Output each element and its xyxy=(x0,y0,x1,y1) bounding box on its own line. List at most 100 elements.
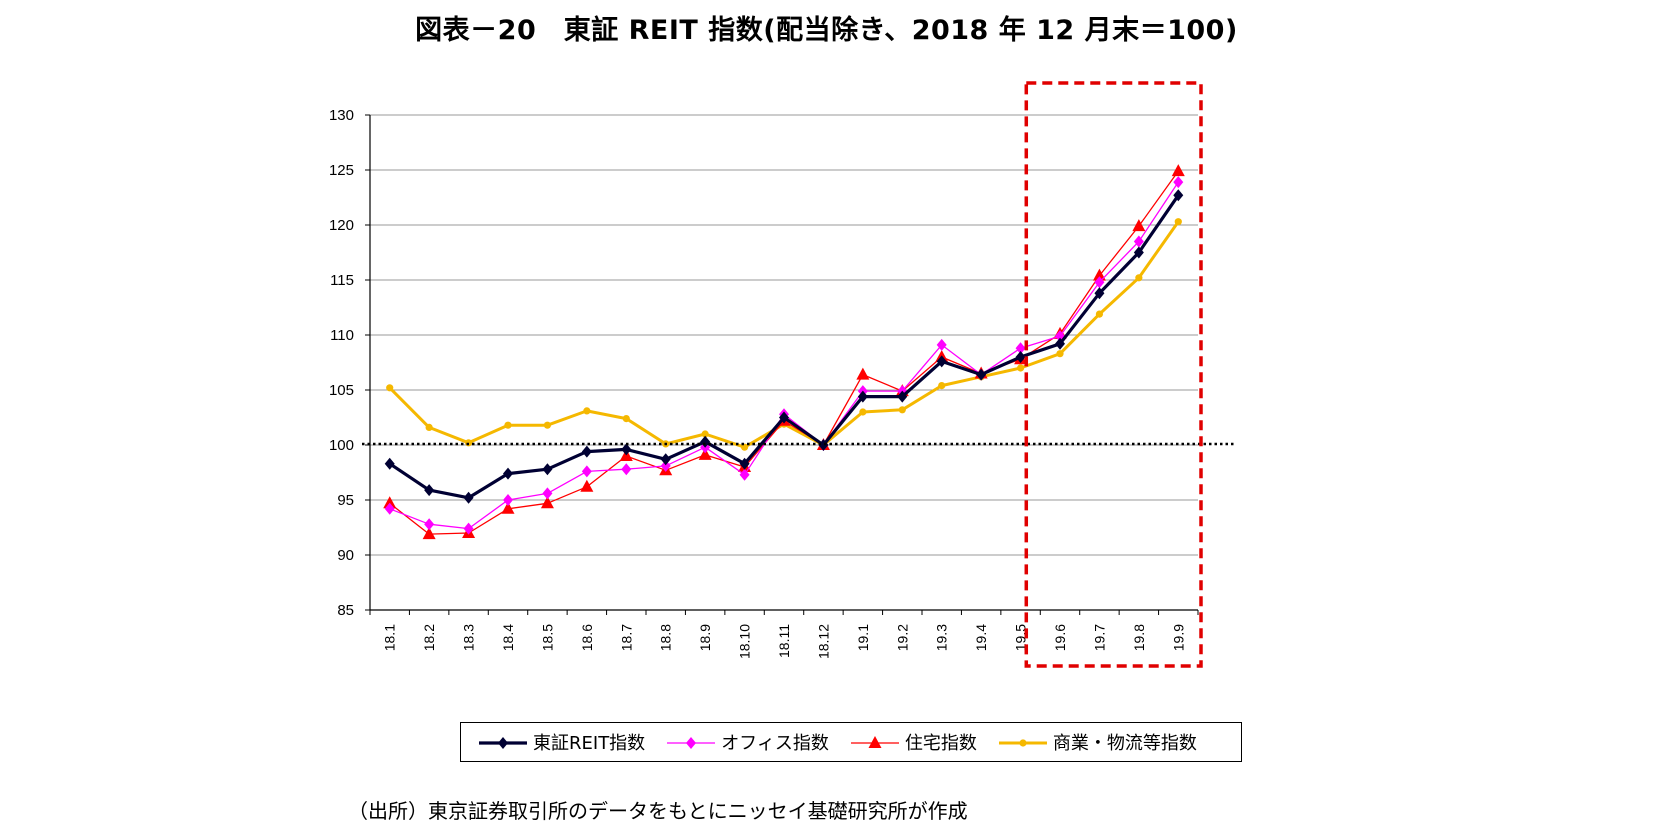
point-commercial-18.9 xyxy=(701,430,709,438)
point-reit-19.4 xyxy=(976,368,987,381)
y-tick-label-115: 115 xyxy=(330,272,354,289)
y-tick-label-120: 120 xyxy=(329,217,354,234)
point-commercial-18.2 xyxy=(425,423,433,431)
x-tick-label-19.3: 19.3 xyxy=(934,624,950,651)
legend-label-residential: 住宅指数 xyxy=(904,733,977,754)
point-commercial-19.2 xyxy=(898,406,906,414)
point-office-19.9 xyxy=(1173,176,1184,189)
legend-item-commercial: 商業・物流等指数 xyxy=(997,729,1197,755)
legend-item-reit: 東証REIT指数 xyxy=(477,729,645,755)
y-tick-label-100: 100 xyxy=(329,437,354,454)
legend-swatch-residential xyxy=(850,736,899,748)
point-reit-18.6 xyxy=(581,445,592,458)
y-tick-label-85: 85 xyxy=(337,602,354,619)
point-reit-18.4 xyxy=(503,467,513,480)
point-commercial-18.7 xyxy=(622,415,630,423)
point-office-19.3 xyxy=(936,338,947,351)
series-residential xyxy=(383,164,1185,540)
line-chart: 85 90 95 100 105 110 115 120 125 130 18.1 18.2 18.3… xyxy=(329,81,1235,668)
x-tick-label-18.8: 18.8 xyxy=(658,624,674,651)
legend-swatch-office xyxy=(667,737,716,749)
legend-label-commercial: 商業・物流等指数 xyxy=(1052,733,1197,754)
point-commercial-19.8 xyxy=(1135,274,1143,282)
x-tick-label-19.4: 19.4 xyxy=(973,624,989,651)
point-office-18.4 xyxy=(503,494,513,506)
x-tick-label-18.2: 18.2 xyxy=(421,624,437,651)
legend-label-office: オフィス指数 xyxy=(721,733,829,754)
legend-item-office: オフィス指数 xyxy=(665,729,829,755)
point-office-18.1 xyxy=(384,502,395,515)
point-office-18.5 xyxy=(542,487,553,500)
point-commercial-19.5 xyxy=(1016,364,1025,372)
series-office xyxy=(384,176,1184,535)
legend-marker-reit xyxy=(498,737,508,749)
y-tick-label-110: 110 xyxy=(330,327,354,344)
x-tick-label-18.6: 18.6 xyxy=(579,624,595,651)
x-tick-label-18.12: 18.12 xyxy=(815,624,831,659)
point-office-18.3 xyxy=(463,522,474,535)
series-reit xyxy=(384,189,1184,504)
legend-label-reit: 東証REIT指数 xyxy=(533,733,646,754)
x-tick-label-19.6: 19.6 xyxy=(1052,624,1068,651)
point-office-18.8 xyxy=(660,459,671,472)
point-residential-19.8 xyxy=(1132,219,1146,232)
y-tick-label-105: 105 xyxy=(329,382,354,399)
point-reit-18.5 xyxy=(542,463,553,476)
highlight-box xyxy=(1024,81,1203,668)
point-residential-19.7 xyxy=(1092,268,1106,281)
point-commercial-18.6 xyxy=(583,407,591,415)
x-tick-label-19.9: 19.9 xyxy=(1170,624,1186,651)
point-commercial-18.4 xyxy=(504,421,512,429)
point-reit-18.1 xyxy=(384,457,395,470)
x-tick-label-18.11: 18.11 xyxy=(776,624,792,658)
x-tick-labels: 18.1 18.2 18.3 18.4 18.5 18.6 18.7 18.8 18.9 18.1… xyxy=(382,624,1187,659)
gridlines xyxy=(370,114,1198,556)
point-residential-18.6 xyxy=(580,479,594,492)
point-commercial-19.9 xyxy=(1174,218,1182,226)
highlight-box-rect xyxy=(1024,81,1203,668)
x-tick-label-18.1: 18.1 xyxy=(382,624,398,651)
legend-swatch-commercial xyxy=(998,739,1047,747)
point-reit-19.3 xyxy=(936,355,947,368)
y-tick-label-90: 90 xyxy=(337,547,354,564)
point-reit-18.10 xyxy=(739,457,750,470)
point-commercial-18.10 xyxy=(740,443,749,451)
series xyxy=(383,164,1185,540)
point-reit-18.3 xyxy=(463,491,474,504)
point-office-19.5 xyxy=(1015,342,1026,355)
point-reit-18.2 xyxy=(424,484,435,497)
point-reit-19.2 xyxy=(897,390,908,403)
point-reit-18.12 xyxy=(818,439,829,451)
point-residential-19.1 xyxy=(856,367,870,380)
y-tick-label-125: 125 xyxy=(329,162,354,179)
point-residential-18.1 xyxy=(383,496,397,509)
point-office-18.6 xyxy=(581,465,592,478)
point-reit-19.5 xyxy=(1015,351,1026,363)
point-residential-18.4 xyxy=(501,501,515,514)
chart-title: 図表－20 東証 REIT 指数(配当除き、2018 年 12 月末＝100) xyxy=(415,15,1238,46)
point-reit-18.7 xyxy=(621,443,632,456)
legend-swatch-reit xyxy=(479,737,527,749)
point-reit-19.9 xyxy=(1173,189,1184,202)
source-note: （出所）東京証券取引所のデータをもとにニッセイ基礎研究所が作成 xyxy=(348,799,968,823)
point-reit-18.9 xyxy=(700,435,711,448)
point-residential-18.5 xyxy=(540,496,554,509)
legend-marker-commercial xyxy=(1019,739,1027,747)
x-tick-label-19.2: 19.2 xyxy=(894,624,910,651)
y-tick-labels: 85 90 95 100 105 110 115 120 125 130 xyxy=(329,107,354,619)
point-reit-19.6 xyxy=(1055,337,1065,350)
legend-marker-residential xyxy=(868,736,882,748)
axes xyxy=(365,114,1199,615)
x-tick-label-18.4: 18.4 xyxy=(500,624,516,651)
point-reit-19.8 xyxy=(1133,246,1144,259)
y-tick-label-95: 95 xyxy=(337,492,354,509)
point-commercial-19.6 xyxy=(1056,350,1064,358)
point-office-19.8 xyxy=(1133,235,1144,248)
point-office-19.7 xyxy=(1094,276,1105,289)
y-tick-label-130: 130 xyxy=(329,107,354,124)
x-tick-label-18.9: 18.9 xyxy=(697,624,713,651)
x-tick-label-18.3: 18.3 xyxy=(461,624,477,651)
point-commercial-19.7 xyxy=(1095,310,1104,318)
legend-item-residential: 住宅指数 xyxy=(849,729,977,755)
legend: 東証REIT指数 オフィス指数 住宅指数 商業・物流等指数 xyxy=(460,722,1242,762)
